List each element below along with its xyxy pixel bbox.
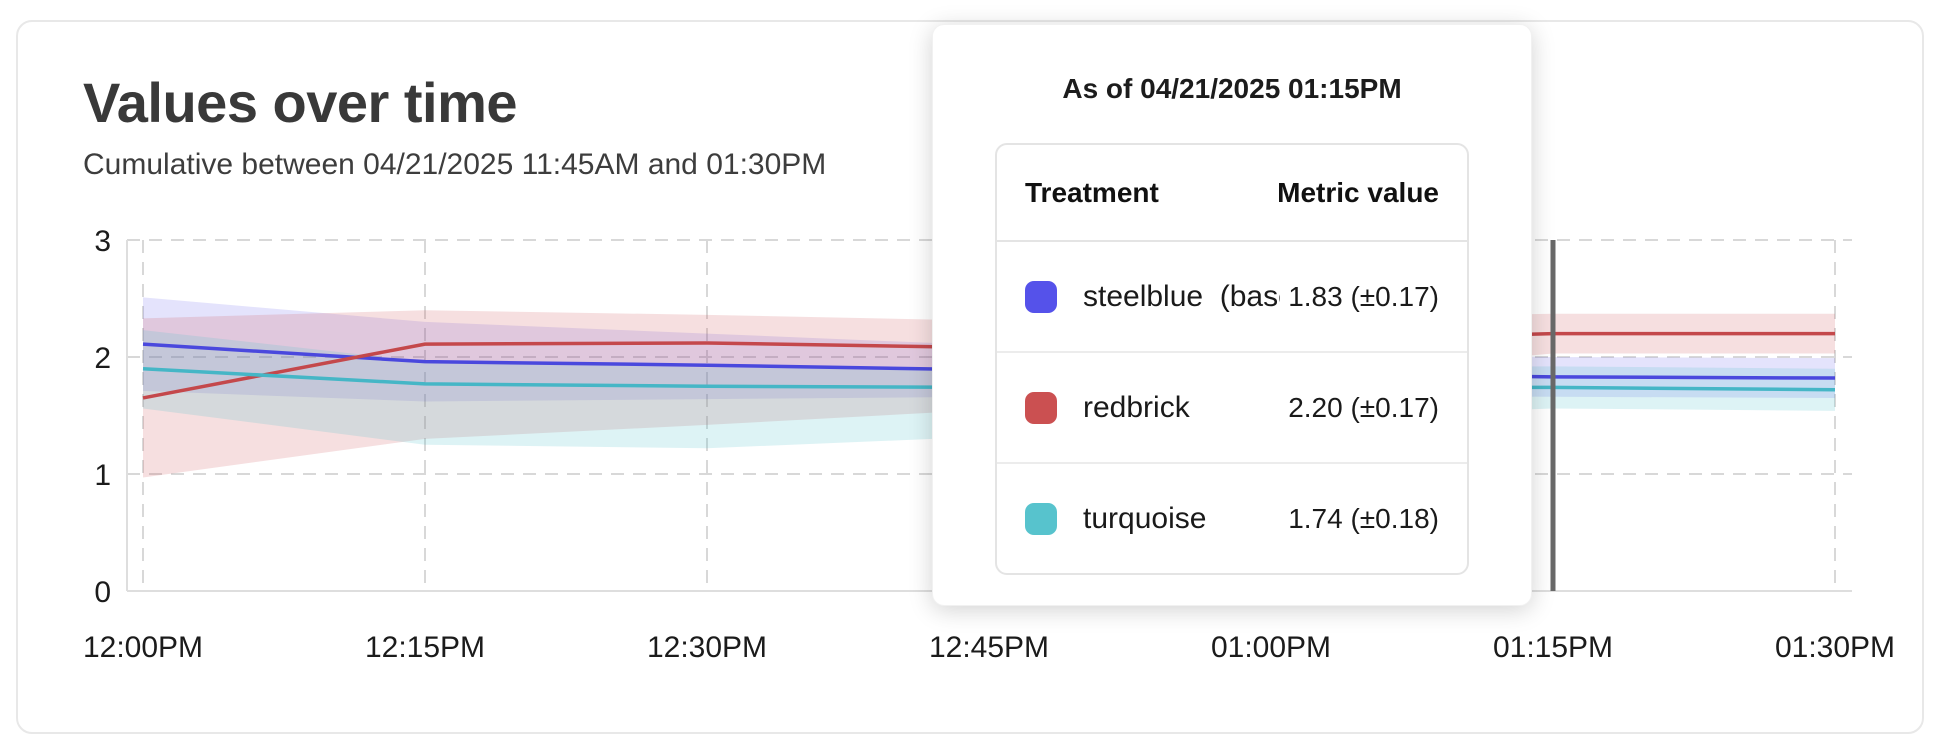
redbrick-swatch-icon: [1025, 391, 1057, 424]
metric-value: 1.74 (±0.18): [1288, 502, 1439, 534]
y-axis-tick-label: 3: [94, 225, 111, 258]
metric-value: 1.83 (±0.17): [1288, 280, 1439, 312]
x-axis-tick-label: 01:15PM: [1493, 631, 1613, 664]
treatment-label: redbrick: [1083, 390, 1190, 424]
tooltip-timestamp: As of 04/21/2025 01:15PM: [1062, 73, 1402, 104]
x-axis-tick-label: 01:30PM: [1775, 631, 1895, 664]
x-axis-tick-label: 01:00PM: [1211, 631, 1331, 664]
treatment-label: turquoise: [1083, 501, 1207, 535]
tooltip-row-steelblue: steelblue (baseli1.83 (±0.17): [997, 242, 1467, 353]
tooltip-row-redbrick: redbrick 2.20 (±0.17): [997, 353, 1467, 464]
tooltip-col-treatment: Treatment: [1025, 176, 1159, 208]
tooltip-table: Treatment Metric value steelblue (baseli…: [995, 143, 1469, 575]
x-axis-tick-label: 12:45PM: [929, 631, 1049, 664]
tooltip-row-turquoise: turquoise 1.74 (±0.18): [997, 464, 1467, 573]
chart-subtitle: Cumulative between 04/21/2025 11:45AM an…: [83, 148, 827, 181]
turquoise-swatch-icon: [1025, 502, 1057, 535]
treatment-label: steelblue (baseli: [1083, 279, 1280, 313]
tooltip-col-metric-value: Metric value: [1277, 176, 1439, 208]
x-axis-tick-label: 12:00PM: [83, 631, 203, 664]
x-axis-tick-label: 12:30PM: [647, 631, 767, 664]
x-axis-tick-label: 12:15PM: [365, 631, 485, 664]
metric-value: 2.20 (±0.17): [1288, 391, 1439, 423]
y-axis-tick-label: 2: [94, 342, 111, 375]
tooltip-table-header: Treatment Metric value: [997, 145, 1467, 242]
y-axis-tick-label: 0: [94, 576, 111, 609]
page-title: Values over time: [83, 71, 518, 134]
steelblue-swatch-icon: [1025, 280, 1057, 313]
chart-tooltip: As of 04/21/2025 01:15PM Treatment Metri…: [932, 24, 1532, 606]
y-axis-tick-label: 1: [94, 459, 111, 492]
